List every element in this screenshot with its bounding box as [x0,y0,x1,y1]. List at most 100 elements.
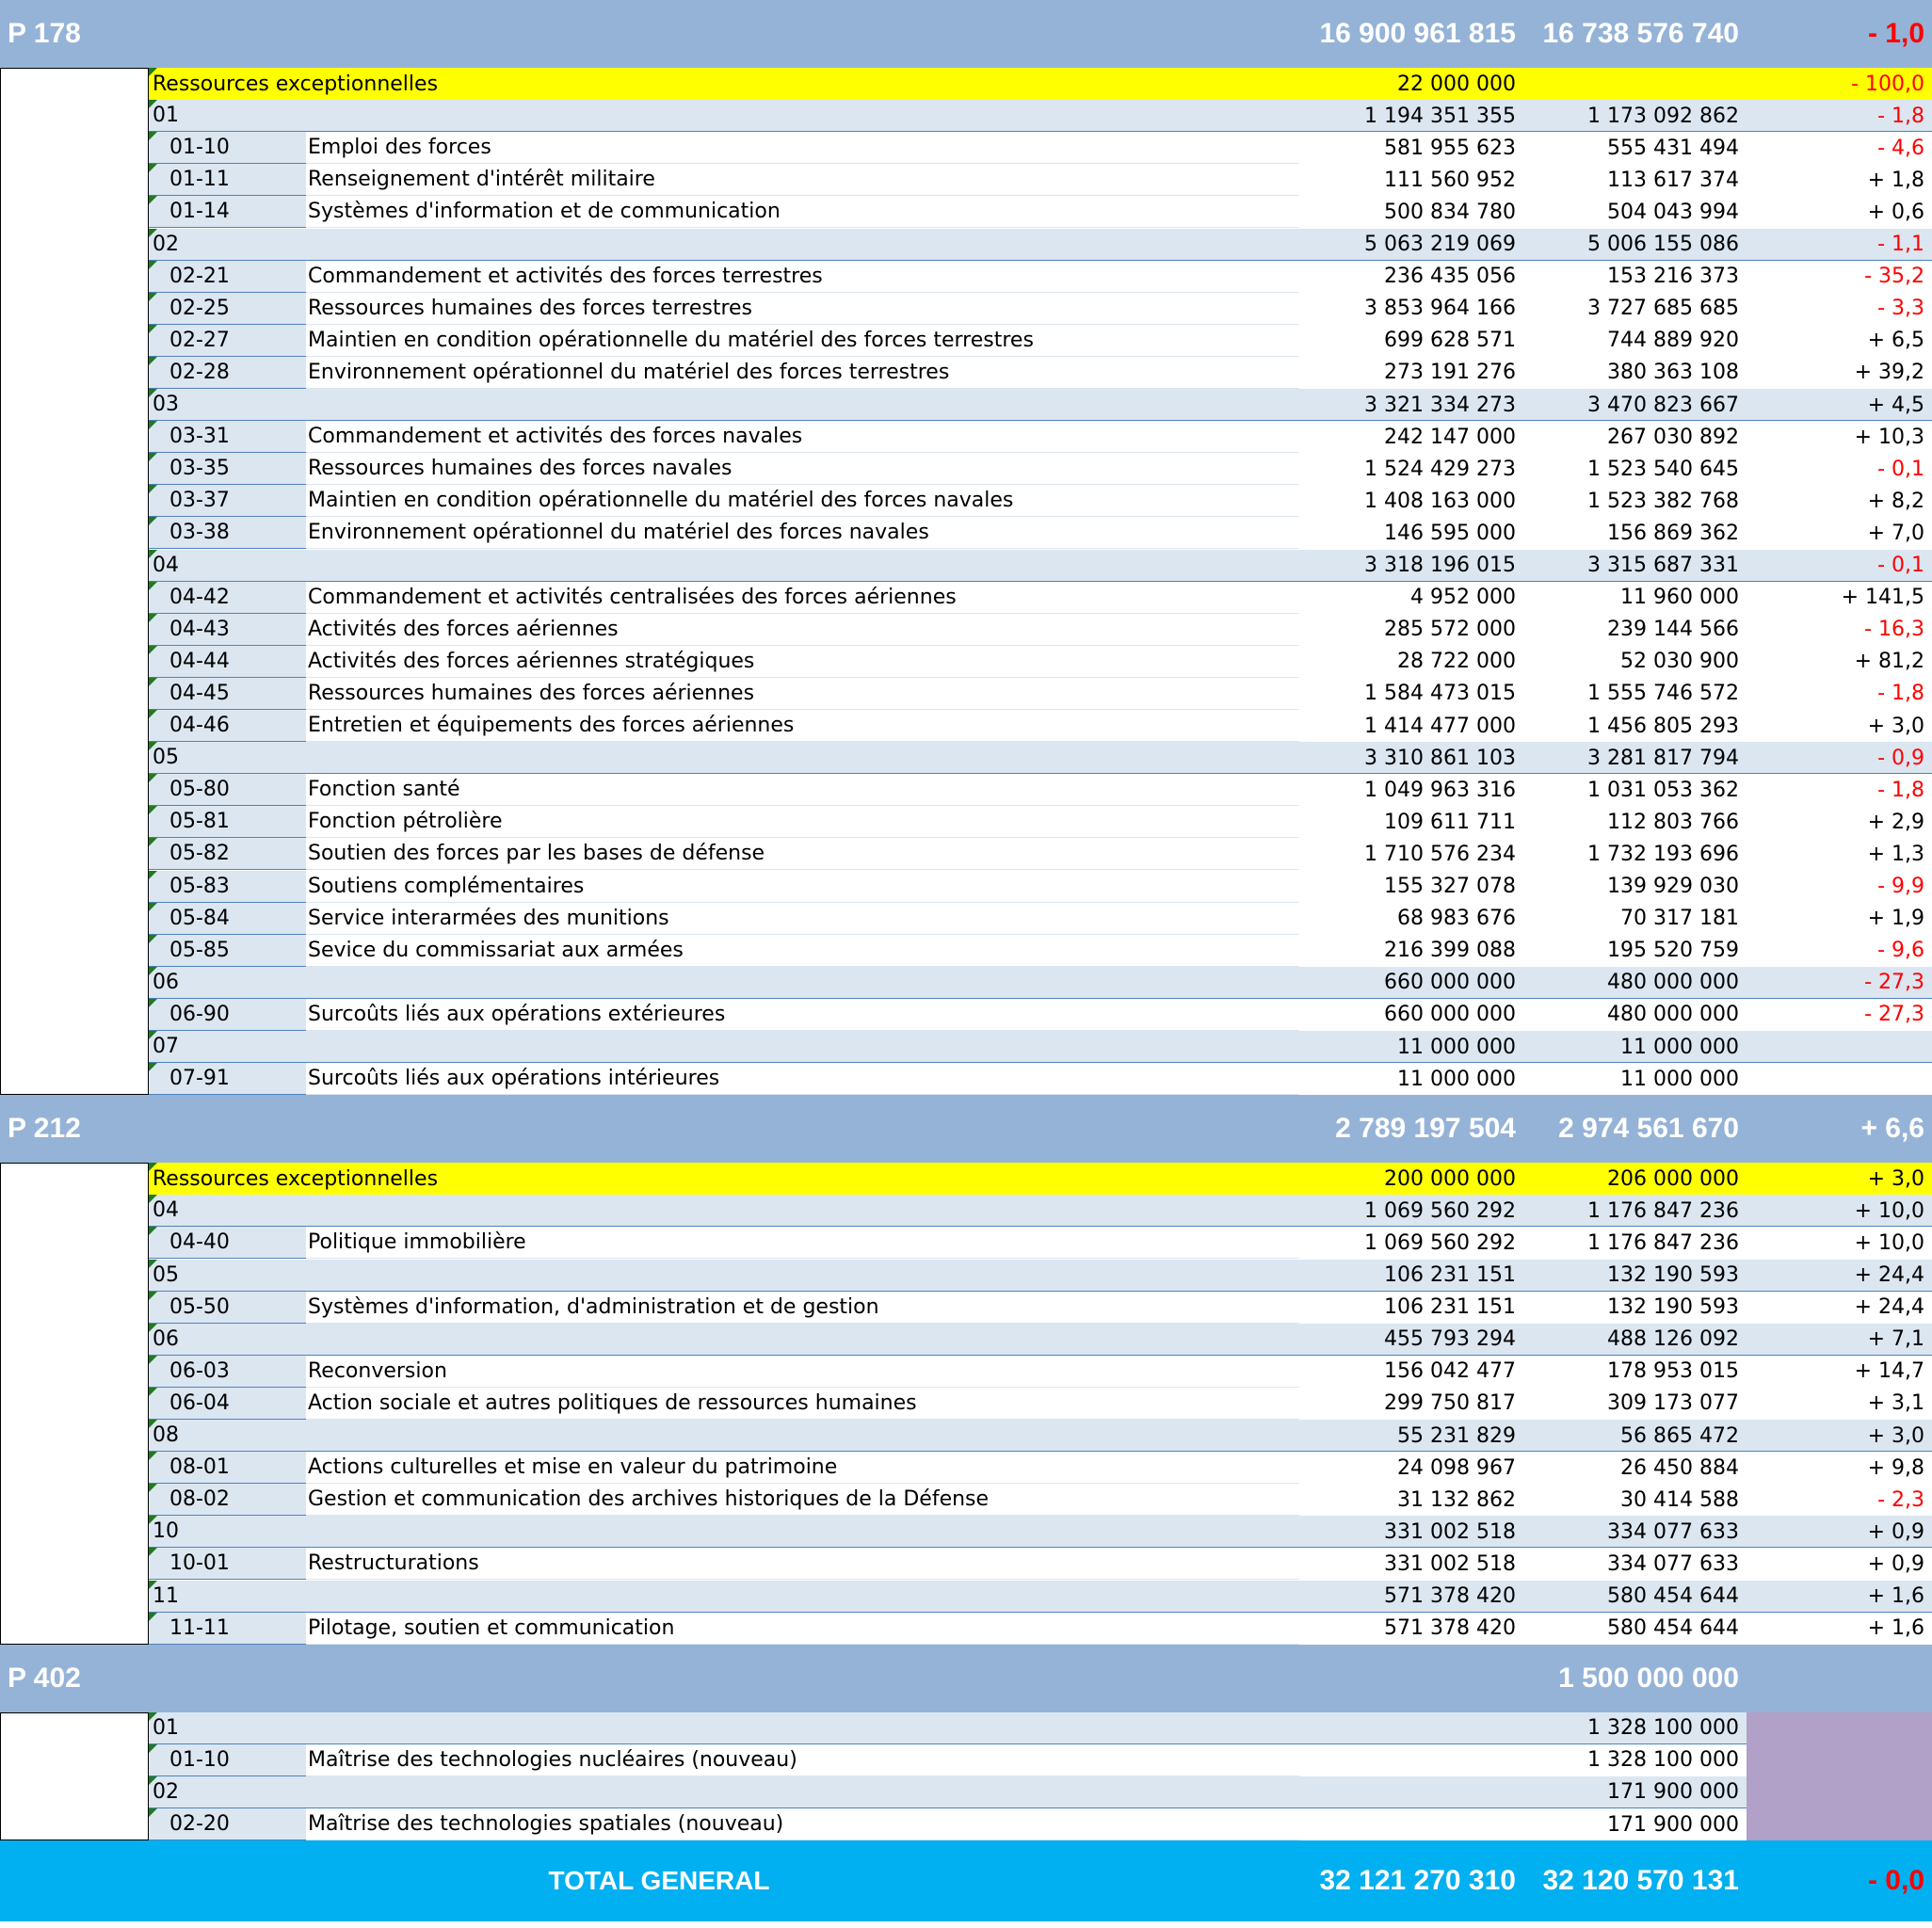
value-2020: 22 000 000 [1299,68,1523,101]
table-row: 01 1 328 100 000 [0,1711,1932,1744]
table-row: 02-21 Commandement et activités des force… [0,260,1932,293]
value-2020: 156 042 477 [1384,1359,1516,1384]
value-2020: 111 560 952 [1384,168,1516,192]
group-code: 01 [149,1711,1932,1744]
value-2020: 660 000 000 [1384,1003,1516,1027]
variation: - 3,3 [1877,297,1924,321]
value-2020: 11 000 000 [1397,1035,1516,1059]
table-row: 05 3 310 861 103 3 281 817 794 - 0,9 [0,742,1932,775]
variation: + 0,6 [1867,200,1924,224]
value-2020: 699 628 571 [1384,329,1516,353]
value-2021: 195 520 759 [1607,939,1739,963]
comment-marker-icon [149,356,157,365]
action-label: Emploi des forces [306,132,1299,165]
comment-marker-icon [149,742,157,751]
action-label: Ressources humaines des forces aériennes [306,678,1299,710]
action-code: 05-80 [149,774,306,807]
exceptional-label: Ressources exceptionnelles [149,1163,1299,1196]
variation: + 10,0 [1854,1198,1924,1223]
comment-marker-icon [149,677,157,686]
value-2020: 1 524 429 273 [1364,457,1516,481]
value-2021: 70 317 181 [1620,907,1739,931]
variation: - 0,1 [1877,554,1924,578]
value-2021: 3 281 817 794 [1587,746,1739,770]
action-label: Fonction santé [306,774,1299,807]
table-row: Ressources exceptionnelles 22 000 000 - 10… [0,68,1932,101]
action-label: Ressources humaines des forces navales [306,453,1299,486]
section-variation: + 6,6 [1860,1113,1924,1145]
variation: - 9,6 [1877,939,1924,963]
comment-marker-icon [149,774,157,783]
section-total-2021: 16 738 576 740 [1542,18,1739,49]
action-label: Soutiens complémentaires [306,871,1299,903]
table-row: 06 455 793 294 488 126 092 + 7,1 [0,1323,1932,1356]
value-2021: 580 454 644 [1607,1584,1739,1609]
table-row: 02-25 Ressources humaines des forces terr… [0,292,1932,325]
comment-marker-icon [149,517,157,526]
value-2020 [1299,1712,1523,1744]
value-2021: 1 523 382 768 [1587,489,1739,513]
table-row: 03-35 Ressources humaines des forces nava… [0,453,1932,486]
table-row: 05-82 Soutien des forces par les bases de… [0,838,1932,871]
value-2021: 3 315 687 331 [1587,554,1739,578]
value-2020: 242 147 000 [1384,425,1516,449]
value-2021: 334 077 633 [1607,1551,1739,1576]
action-code: 05-50 [149,1291,306,1324]
action-label: Commandement et activités centralisées d… [306,582,1299,614]
value-2021: 1 523 540 645 [1587,457,1739,481]
section-total-2020: 2 789 197 504 [1335,1113,1516,1145]
variation: - 0,9 [1877,746,1924,770]
variation: - 9,9 [1877,875,1924,899]
group-code: 11 [149,1580,1932,1613]
table-row: 05-83 Soutiens complémentaires 155 327 078… [0,870,1932,903]
group-code: 05 [149,1259,1932,1292]
table-row: 02-20 Maîtrise des technologies spatiales… [0,1808,1932,1841]
variation [1747,1063,1932,1095]
action-code: 01-11 [149,164,306,197]
variation: + 24,4 [1854,1263,1924,1288]
value-2020 [1299,1776,1523,1808]
value-2020: 660 000 000 [1384,971,1516,995]
action-label: Entretien et équipements des forces aéri… [306,710,1299,743]
comment-marker-icon [149,1484,157,1493]
value-2020: 331 002 518 [1384,1551,1516,1576]
value-2020: 1 049 963 316 [1364,778,1516,802]
group-code: 07 [149,1031,1932,1064]
action-label: Service interarmées des munitions [306,903,1299,935]
value-2021: 1 328 100 000 [1587,1716,1739,1741]
table-row: 06-90 Surcoûts liés aux opérations extéri… [0,998,1932,1031]
value-2020: 106 231 151 [1384,1295,1516,1320]
comment-marker-icon [149,1808,157,1817]
action-label: Commandement et activités des forces nav… [306,421,1299,454]
value-2020: 1 069 560 292 [1364,1230,1516,1255]
section-total-2020 [1299,1645,1523,1712]
value-2021: 1 555 746 572 [1587,682,1739,706]
variation: + 1,3 [1867,842,1924,866]
value-2021: 488 126 092 [1607,1327,1739,1352]
variation: + 3,0 [1867,714,1924,738]
variation: + 0,9 [1867,1551,1924,1576]
table-row: 01-10 Maîtrise des technologies nucléaire… [0,1743,1932,1776]
table-row: 05 106 231 151 132 190 593 + 24,4 [0,1259,1932,1292]
variation: + 0,9 [1867,1519,1924,1544]
value-2020: 24 098 967 [1397,1455,1516,1480]
variation: - 1,8 [1877,104,1924,128]
value-2020: 3 321 334 273 [1364,393,1516,417]
action-code: 05-84 [149,902,306,935]
variation: + 1,6 [1867,1584,1924,1609]
value-2020: 1 710 576 234 [1364,842,1516,866]
comment-marker-icon [149,549,157,558]
value-2020: 3 318 196 015 [1364,554,1516,578]
value-2021: 11 960 000 [1620,586,1739,610]
value-2020 [1299,1808,1523,1840]
value-2021: 26 450 884 [1620,1455,1739,1480]
comment-marker-icon [149,228,157,237]
variation: + 4,5 [1867,393,1924,417]
table-row: 03-38 Environnement opérationnel du matér… [0,517,1932,550]
comment-marker-icon [149,581,157,590]
variation: - 27,3 [1864,971,1924,995]
variation: - 1,8 [1877,682,1924,706]
comment-marker-icon [149,1227,157,1236]
action-code: 06-04 [149,1387,306,1420]
table-row: 05-81 Fonction pétrolière 109 611 711 112 8… [0,806,1932,839]
